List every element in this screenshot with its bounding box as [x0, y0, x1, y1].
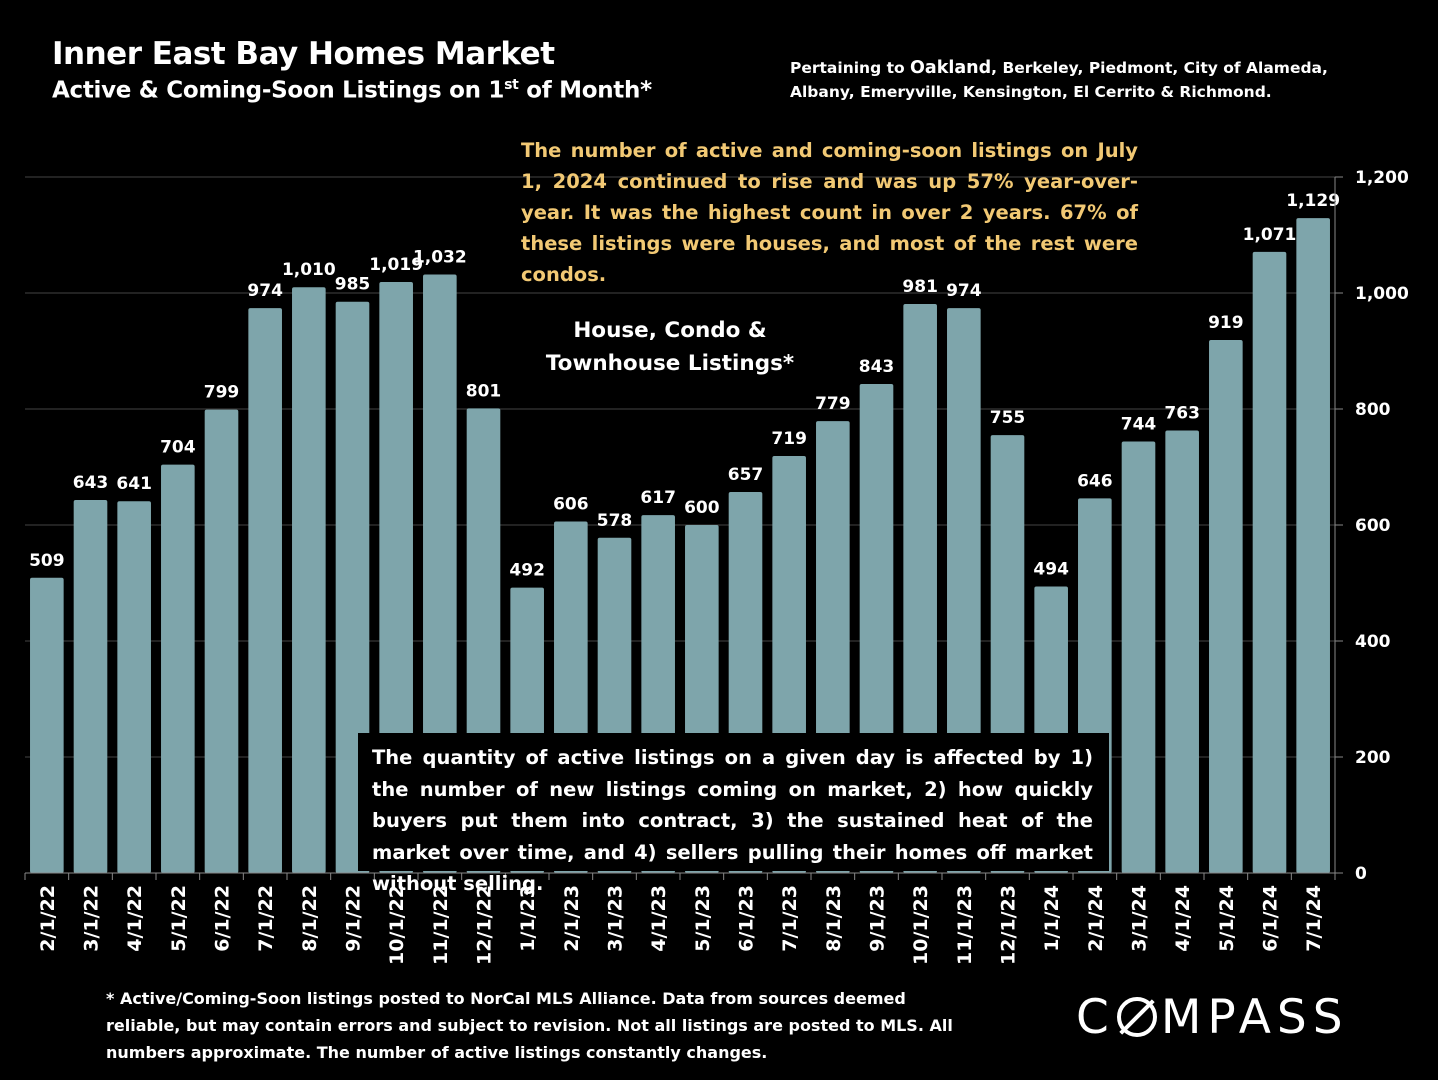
y-tick-label: 1,200 — [1355, 168, 1409, 188]
data-label: 985 — [335, 275, 371, 295]
y-tick-label: 800 — [1355, 400, 1391, 420]
x-tick-label: 5/1/24 — [1216, 885, 1238, 952]
x-tick-label: 5/1/23 — [692, 885, 714, 952]
bar — [73, 500, 108, 873]
x-tick-label: 3/1/22 — [81, 885, 103, 952]
data-label: 799 — [204, 383, 240, 403]
bar — [204, 409, 239, 873]
chart-subtitle: Active & Coming-Soon Listings on 1st of … — [52, 77, 652, 104]
chart-title: Inner East Bay Homes Market — [52, 36, 555, 72]
x-tick-label: 11/1/22 — [430, 885, 452, 965]
data-label: 509 — [29, 551, 65, 571]
data-label: 657 — [728, 465, 764, 485]
data-label: 779 — [815, 394, 851, 414]
data-label: 492 — [509, 561, 545, 581]
bar — [161, 464, 195, 873]
x-tick-label: 6/1/22 — [212, 885, 234, 952]
data-label: 494 — [1033, 559, 1069, 579]
y-tick-label: 400 — [1355, 632, 1391, 652]
data-label: 755 — [990, 408, 1026, 428]
data-label: 719 — [771, 429, 807, 449]
region-note: Pertaining to Oakland, Berkeley, Piedmon… — [790, 58, 1328, 101]
data-label: 617 — [640, 488, 676, 508]
data-label: 801 — [466, 381, 502, 401]
x-tick-label: 10/1/22 — [386, 885, 408, 965]
x-tick-label: 1/1/24 — [1041, 885, 1063, 952]
data-label: 919 — [1208, 313, 1244, 333]
x-tick-label: 6/1/23 — [736, 885, 758, 952]
x-tick-label: 7/1/22 — [255, 885, 277, 952]
bar — [117, 501, 151, 873]
x-tick-label: 3/1/24 — [1129, 885, 1151, 952]
data-label: 1,032 — [413, 247, 467, 267]
x-tick-label: 2/1/22 — [37, 885, 59, 952]
x-tick-label: 7/1/23 — [779, 885, 801, 952]
x-tick-label: 7/1/24 — [1303, 885, 1325, 952]
bar — [1209, 339, 1243, 874]
y-tick-label: 600 — [1355, 516, 1391, 536]
x-tick-label: 11/1/23 — [954, 885, 976, 965]
bar — [1121, 441, 1156, 873]
series-label: House, Condo & Townhouse Listings* — [545, 318, 795, 376]
bar — [903, 304, 937, 873]
compass-o-icon — [1116, 997, 1157, 1037]
data-label: 578 — [597, 511, 633, 531]
data-label: 974 — [247, 281, 283, 301]
x-tick-label: 4/1/22 — [124, 885, 146, 952]
data-label: 600 — [684, 498, 720, 518]
x-tick-label: 12/1/23 — [998, 885, 1020, 965]
data-label: 744 — [1121, 414, 1157, 434]
compass-logo: C MPASS — [1076, 990, 1349, 1045]
x-tick-label: 8/1/22 — [299, 885, 321, 952]
data-label: 843 — [859, 357, 895, 377]
x-tick-label: 9/1/23 — [867, 885, 889, 952]
x-tick-label: 3/1/23 — [605, 885, 627, 952]
data-label: 646 — [1077, 471, 1113, 491]
x-tick-label: 6/1/24 — [1260, 885, 1282, 952]
callout-text: The number of active and coming-soon lis… — [521, 139, 1138, 286]
x-tick-label: 1/1/23 — [517, 885, 539, 952]
bar — [335, 301, 370, 873]
note-box: The quantity of active listings on a giv… — [358, 733, 1109, 895]
x-tick-label: 9/1/22 — [343, 885, 365, 952]
data-label: 981 — [902, 277, 938, 297]
bar — [423, 274, 457, 873]
y-tick-label: 1,000 — [1355, 284, 1409, 304]
bar — [947, 308, 981, 874]
x-tick-label: 10/1/23 — [910, 885, 932, 965]
data-label: 704 — [160, 438, 196, 458]
y-tick-label: 0 — [1355, 864, 1367, 884]
data-label: 974 — [946, 281, 982, 301]
data-label: 1,019 — [369, 255, 423, 275]
x-tick-label: 8/1/23 — [823, 885, 845, 952]
data-label: 1,071 — [1243, 225, 1297, 245]
x-tick-label: 4/1/24 — [1172, 885, 1194, 952]
bar — [30, 577, 64, 873]
bar — [1296, 218, 1330, 873]
x-tick-label: 2/1/24 — [1085, 885, 1107, 952]
bar — [379, 281, 413, 874]
x-tick-label: 12/1/22 — [474, 885, 496, 965]
footnote: * Active/Coming-Soon listings posted to … — [106, 989, 953, 1062]
data-label: 606 — [553, 495, 589, 515]
bar — [1252, 251, 1287, 873]
bar — [248, 308, 282, 874]
data-label: 1,129 — [1286, 191, 1340, 211]
data-label: 1,010 — [282, 260, 336, 280]
x-tick-label: 4/1/23 — [648, 885, 670, 952]
y-tick-label: 200 — [1355, 748, 1391, 768]
data-label: 643 — [73, 473, 109, 493]
bar — [1165, 430, 1199, 873]
data-label: 641 — [116, 474, 152, 494]
x-tick-label: 2/1/23 — [561, 885, 583, 952]
bar — [292, 287, 326, 873]
data-label: 763 — [1164, 403, 1200, 423]
x-tick-label: 5/1/22 — [168, 885, 190, 952]
